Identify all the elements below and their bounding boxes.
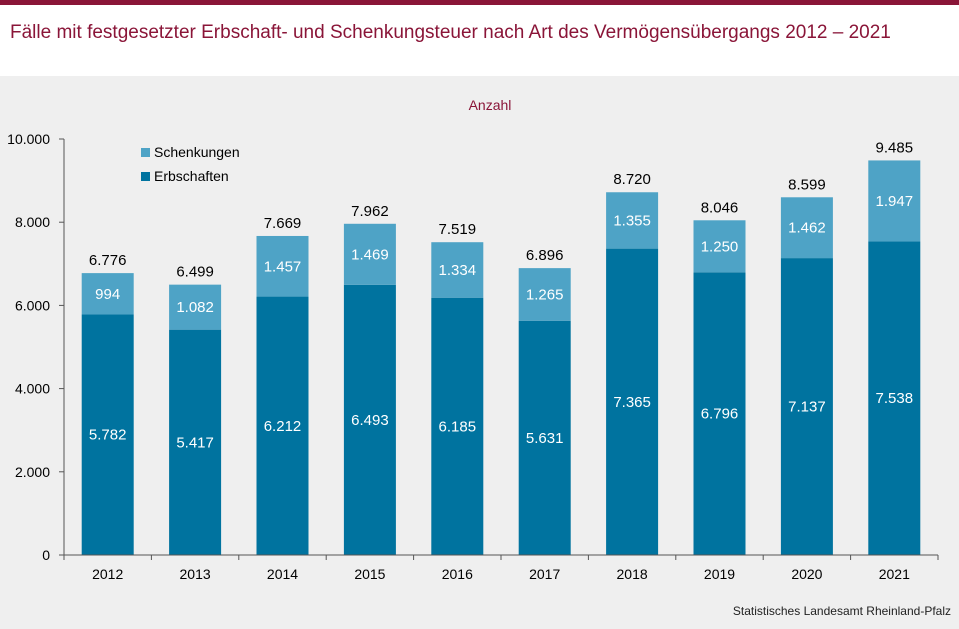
bar-erbschaften [693, 272, 746, 555]
data-label-erbschaften: 7.365 [613, 394, 651, 411]
data-label-total: 8.720 [613, 171, 651, 188]
data-label-total: 8.599 [788, 176, 826, 193]
data-label-erbschaften: 6.796 [701, 406, 739, 423]
x-tick-label: 2021 [879, 566, 910, 582]
bar-erbschaften [169, 329, 222, 555]
bar-erbschaften [431, 297, 484, 555]
data-label-erbschaften: 5.417 [176, 434, 214, 451]
bars-group: 5.782 994 6.776 5.417 1.082 6.499 6.212 1.457 7.… [81, 139, 921, 556]
x-axis: 2012 2013 2014 2015 2016 2017 2018 2019 2020 2021 [63, 554, 939, 582]
data-label-schenkungen: 1.457 [264, 258, 302, 275]
bar-erbschaften [518, 320, 571, 555]
x-tick-label: 2020 [791, 566, 822, 582]
bar-erbschaften [780, 258, 833, 555]
y-tick-label: 2.000 [15, 464, 50, 480]
bar-schenkungen [431, 242, 484, 298]
data-label-schenkungen: 1.082 [176, 299, 214, 316]
data-label-schenkungen: 1.265 [526, 286, 564, 303]
data-label-erbschaften: 6.493 [351, 412, 389, 429]
x-tick-label: 2017 [529, 566, 560, 582]
bar-erbschaften [256, 296, 309, 555]
data-label-erbschaften: 5.782 [89, 427, 127, 444]
bar-erbschaften [606, 248, 659, 555]
x-tick-label: 2014 [267, 566, 298, 582]
y-tick-label: 10.000 [7, 131, 50, 147]
data-label-schenkungen: 1.250 [701, 238, 739, 255]
chart-subtitle: Anzahl [469, 97, 512, 113]
data-label-total: 9.485 [876, 139, 914, 156]
data-label-total: 6.499 [176, 264, 214, 281]
data-label-total: 7.519 [439, 221, 477, 238]
data-label-schenkungen: 1.462 [788, 220, 826, 237]
source-note: Statistisches Landesamt Rheinland-Pfalz [732, 604, 951, 618]
bar-schenkungen [693, 220, 746, 273]
bar-schenkungen [606, 192, 659, 249]
data-label-schenkungen: 1.334 [439, 262, 477, 279]
y-tick-label: 4.000 [15, 381, 50, 397]
bar-erbschaften [343, 284, 396, 555]
legend-swatch [141, 148, 150, 157]
bar-erbschaften [81, 314, 134, 555]
x-tick-label: 2016 [442, 566, 473, 582]
data-label-erbschaften: 5.631 [526, 430, 564, 447]
data-label-total: 8.046 [701, 199, 739, 216]
x-tick-label: 2015 [354, 566, 385, 582]
data-label-schenkungen: 1.355 [613, 212, 651, 229]
chart-title: Fälle mit festgesetzter Erbschaft- und S… [10, 22, 891, 43]
data-label-schenkungen: 1.947 [876, 193, 914, 210]
data-label-erbschaften: 7.538 [876, 390, 914, 407]
bar-schenkungen [81, 273, 134, 315]
data-label-total: 6.776 [89, 252, 127, 269]
data-label-schenkungen: 1.469 [351, 246, 389, 263]
data-label-erbschaften: 6.185 [439, 418, 477, 435]
bar-schenkungen [868, 160, 921, 242]
legend: Schenkungen Erbschaften [141, 144, 240, 184]
data-label-erbschaften: 6.212 [264, 418, 302, 435]
x-tick-label: 2012 [92, 566, 123, 582]
legend-label: Erbschaften [154, 168, 229, 184]
bar-schenkungen [256, 235, 309, 297]
x-tick-label: 2019 [704, 566, 735, 582]
data-label-total: 6.896 [526, 247, 564, 264]
bar-schenkungen [518, 268, 571, 321]
bar-schenkungen [780, 197, 833, 259]
title-top-rule [0, 0, 959, 5]
y-tick-label: 8.000 [15, 214, 50, 230]
x-tick-label: 2013 [180, 566, 211, 582]
data-label-total: 7.962 [351, 203, 389, 220]
bar-schenkungen [343, 223, 396, 285]
y-tick-label: 6.000 [15, 297, 50, 313]
data-label-total: 7.669 [264, 215, 302, 232]
data-label-schenkungen: 994 [95, 286, 120, 303]
bar-schenkungen [169, 284, 222, 330]
data-label-erbschaften: 7.137 [788, 399, 826, 416]
y-axis: 0 2.000 4.000 6.000 8.000 10.000 [7, 131, 65, 563]
y-tick-label: 0 [42, 547, 50, 563]
bar-erbschaften [868, 241, 921, 556]
legend-swatch [141, 172, 150, 181]
legend-label: Schenkungen [154, 144, 240, 160]
x-tick-label: 2018 [617, 566, 648, 582]
